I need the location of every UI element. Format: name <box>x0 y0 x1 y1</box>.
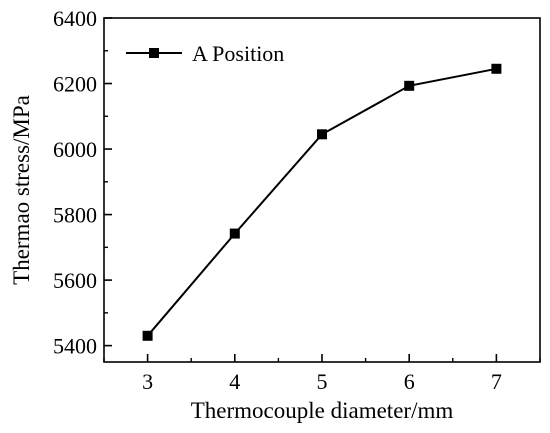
data-point <box>491 63 502 74</box>
x-axis-label: Thermocouple diameter/mm <box>191 398 454 423</box>
x-tick-label: 7 <box>491 369 502 394</box>
y-tick-label: 5800 <box>53 203 97 228</box>
x-tick-label: 4 <box>229 369 240 394</box>
legend-marker <box>149 48 159 58</box>
x-tick-label: 5 <box>317 369 328 394</box>
y-tick-label: 5600 <box>53 268 97 293</box>
y-tick-label: 5400 <box>53 334 97 359</box>
y-tick-label: 6200 <box>53 72 97 97</box>
data-point <box>317 129 327 140</box>
data-point <box>142 330 153 341</box>
data-point <box>229 228 240 239</box>
y-axis-label: Thermao stress/MPa <box>9 95 34 285</box>
series-line <box>146 67 497 337</box>
x-tick-label: 6 <box>404 369 415 394</box>
y-tick-label: 6000 <box>53 137 97 162</box>
legend-label: A Position <box>192 41 284 66</box>
x-tick-label: 3 <box>142 369 153 394</box>
data-point <box>404 80 415 91</box>
y-tick-label: 6400 <box>53 6 97 31</box>
